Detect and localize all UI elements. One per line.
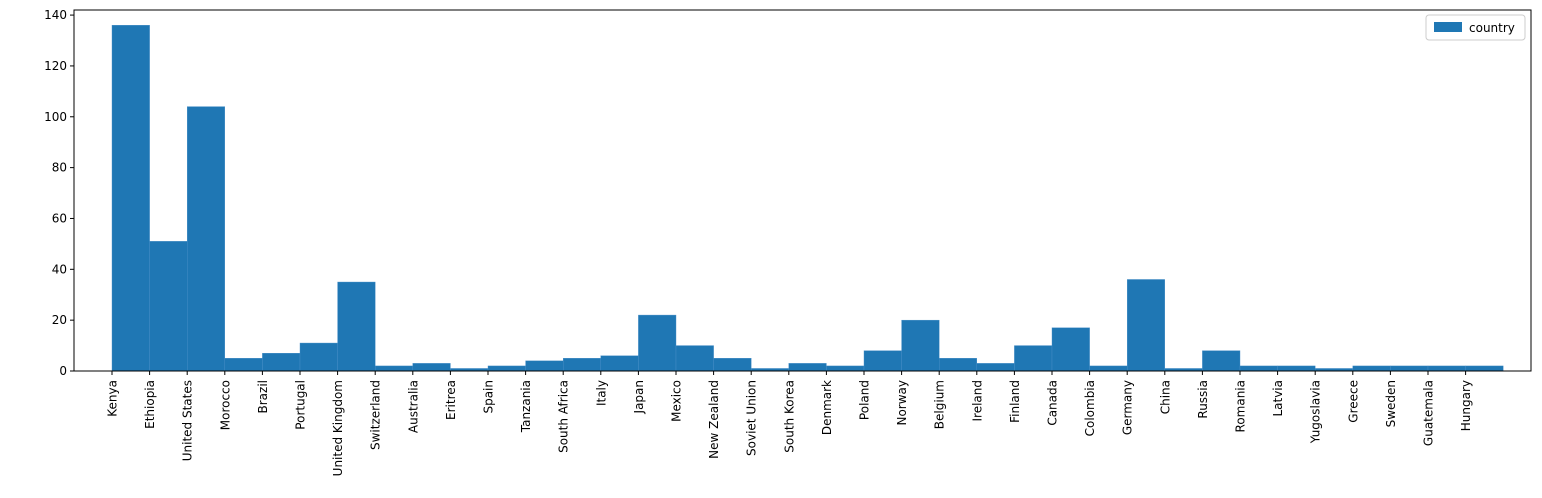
x-tick-label: Guatemala <box>1422 380 1436 446</box>
x-tick-label: Australia <box>406 380 420 433</box>
x-tick-label: Latvia <box>1271 380 1285 417</box>
legend-swatch <box>1434 22 1462 32</box>
x-axis-ticks: Kenya Ethiopia United States Morocco Brazil P… <box>106 371 1473 476</box>
x-tick-label: Poland <box>858 380 872 420</box>
bar-portugal <box>299 342 338 372</box>
bar-colombia <box>1089 365 1128 372</box>
y-tick-label: 80 <box>52 161 67 175</box>
legend: country <box>1425 14 1526 41</box>
x-tick-label: Canada <box>1046 380 1060 426</box>
x-tick-label: Italy <box>594 380 608 406</box>
bar-denmark <box>826 365 865 372</box>
y-axis-ticks: 0 20 40 60 80 100 120 140 <box>44 8 74 378</box>
x-tick-label: Finland <box>1008 380 1022 423</box>
y-tick-label: 100 <box>44 110 67 124</box>
bar-hungary <box>1465 365 1504 372</box>
x-tick-label: Belgium <box>933 380 947 429</box>
x-tick-label: Ethiopia <box>143 380 157 429</box>
plot-frame <box>73 9 1532 372</box>
x-tick-label: Japan <box>632 380 646 414</box>
bar-canada <box>1051 327 1090 372</box>
x-tick-label: Denmark <box>820 380 834 435</box>
x-tick-label: China <box>1158 380 1172 414</box>
bar-switzerland <box>375 365 414 372</box>
bar-japan <box>638 314 677 372</box>
x-tick-label: Kenya <box>106 380 120 417</box>
legend-box <box>1425 14 1526 41</box>
x-tick-label: Sweden <box>1384 380 1398 427</box>
x-tick-label: Switzerland <box>369 380 383 450</box>
bar-new-zealand <box>713 358 752 372</box>
bar-mexico <box>675 345 714 372</box>
bar-russia <box>1202 350 1241 372</box>
x-tick-label: Russia <box>1196 380 1210 419</box>
x-tick-label: Mexico <box>670 380 684 422</box>
x-tick-label: Germany <box>1121 380 1135 435</box>
x-tick-label: South Africa <box>557 380 571 453</box>
bar-germany <box>1126 279 1165 372</box>
bar-ireland <box>976 363 1015 372</box>
bar-australia <box>412 363 451 372</box>
y-tick-label: 20 <box>52 313 67 327</box>
bar-brazil <box>262 353 301 372</box>
x-tick-label: Ireland <box>970 380 984 422</box>
x-tick-label: Norway <box>895 380 909 426</box>
bar-finland <box>1014 345 1053 372</box>
bar-norway <box>901 319 940 372</box>
bar-south-korea <box>788 363 827 372</box>
bar-greece <box>1352 365 1391 372</box>
bar-ethiopia <box>149 241 188 372</box>
x-tick-label: Morocco <box>218 380 232 430</box>
y-tick-label: 120 <box>44 59 67 73</box>
bar-romania <box>1239 365 1278 372</box>
bars-layer <box>111 25 1504 372</box>
bar-guatemala <box>1427 365 1466 372</box>
y-tick-label: 0 <box>59 364 67 378</box>
x-tick-label: Portugal <box>294 380 308 430</box>
bar-united-states <box>186 106 225 372</box>
x-tick-label: Hungary <box>1459 380 1473 431</box>
bar-south-africa <box>563 358 602 372</box>
bar-united-kingdom <box>337 281 376 372</box>
y-tick-label: 60 <box>52 211 67 225</box>
x-tick-label: Soviet Union <box>745 380 759 456</box>
bar-sweden <box>1390 365 1429 372</box>
x-tick-label: United States <box>181 380 195 461</box>
x-tick-label: Greece <box>1346 380 1360 423</box>
x-tick-label: Spain <box>482 380 496 414</box>
x-tick-label: New Zealand <box>707 380 721 459</box>
x-tick-label: Romania <box>1234 380 1248 432</box>
x-tick-label: South Korea <box>782 380 796 453</box>
y-tick-label: 140 <box>44 8 67 22</box>
bar-spain <box>487 365 526 372</box>
bar-italy <box>600 355 639 372</box>
bar-morocco <box>224 358 263 372</box>
bar-tanzania <box>525 360 564 372</box>
x-tick-label: Tanzania <box>519 380 533 433</box>
y-tick-label: 40 <box>52 262 67 276</box>
bar-latvia <box>1277 365 1316 372</box>
bar-belgium <box>939 358 978 372</box>
x-tick-label: Colombia <box>1083 380 1097 436</box>
x-tick-label: Eritrea <box>444 380 458 420</box>
x-tick-label: Yugoslavia <box>1309 380 1323 444</box>
legend-label: country <box>1469 21 1515 35</box>
x-tick-label: United Kingdom <box>331 380 345 476</box>
x-tick-label: Brazil <box>256 380 270 414</box>
bar-kenya <box>111 25 150 372</box>
bar-poland <box>863 350 902 372</box>
